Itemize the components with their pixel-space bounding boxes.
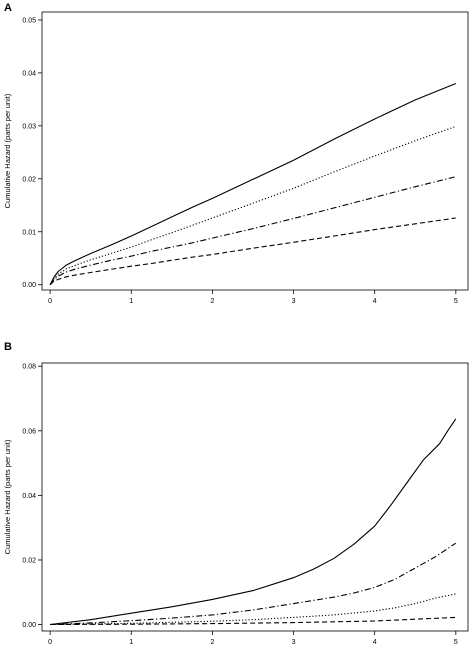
y-tick-label: 0.06 bbox=[22, 428, 36, 435]
x-tick-label: 4 bbox=[373, 298, 377, 305]
x-tick-label: 0 bbox=[48, 639, 52, 646]
x-tick-label: 3 bbox=[292, 639, 296, 646]
series-line-dashdot bbox=[49, 176, 456, 286]
series-line-solid bbox=[50, 418, 457, 626]
series-line-dotted bbox=[49, 125, 456, 286]
x-tick-label: 4 bbox=[373, 639, 377, 646]
series-line-dotted bbox=[50, 593, 456, 626]
y-axis-label: Cumulative Hazard (parts per unit) bbox=[3, 439, 12, 554]
chart-panel-b: B 0.00 0.02 0.04 0.06 0.08 0 1 2 3 4 5 Cumulative Ha… bbox=[3, 341, 469, 646]
x-tick-label: 1 bbox=[129, 639, 133, 646]
chart-panel-a: A 0.00 0.01 0.02 0.03 0.04 0.05 0 1 2 3 4 5 Cumulativ… bbox=[3, 2, 469, 305]
x-tick-label: 5 bbox=[454, 298, 458, 305]
plot-frame bbox=[41, 362, 469, 632]
y-tick-label: 0.00 bbox=[22, 622, 36, 629]
x-tick-label: 2 bbox=[210, 639, 214, 646]
plot-frame bbox=[41, 11, 469, 291]
x-tick-label: 2 bbox=[210, 298, 214, 305]
y-tick-label: 0.03 bbox=[22, 123, 36, 130]
x-tick-label: 5 bbox=[454, 639, 458, 646]
y-tick-label: 0.00 bbox=[22, 282, 36, 289]
x-tick-label: 0 bbox=[48, 298, 52, 305]
x-tick-label: 1 bbox=[129, 298, 133, 305]
x-tick-label: 3 bbox=[292, 298, 296, 305]
y-tick-label: 0.04 bbox=[22, 70, 36, 77]
y-axis-label: Cumulative Hazard (parts per unit) bbox=[3, 93, 12, 208]
panel-label: A bbox=[4, 2, 12, 14]
y-tick-label: 0.08 bbox=[22, 364, 36, 371]
panel-label: B bbox=[4, 341, 12, 353]
series-line-dashed bbox=[49, 217, 456, 286]
y-tick-label: 0.01 bbox=[22, 229, 36, 236]
series-line-solid bbox=[49, 82, 457, 285]
series-line-dashdot bbox=[50, 542, 457, 626]
series-line-dashed bbox=[50, 616, 456, 626]
y-tick-label: 0.02 bbox=[22, 176, 36, 183]
y-tick-label: 0.05 bbox=[22, 17, 36, 24]
y-tick-label: 0.02 bbox=[22, 557, 36, 564]
y-tick-label: 0.04 bbox=[22, 493, 36, 500]
